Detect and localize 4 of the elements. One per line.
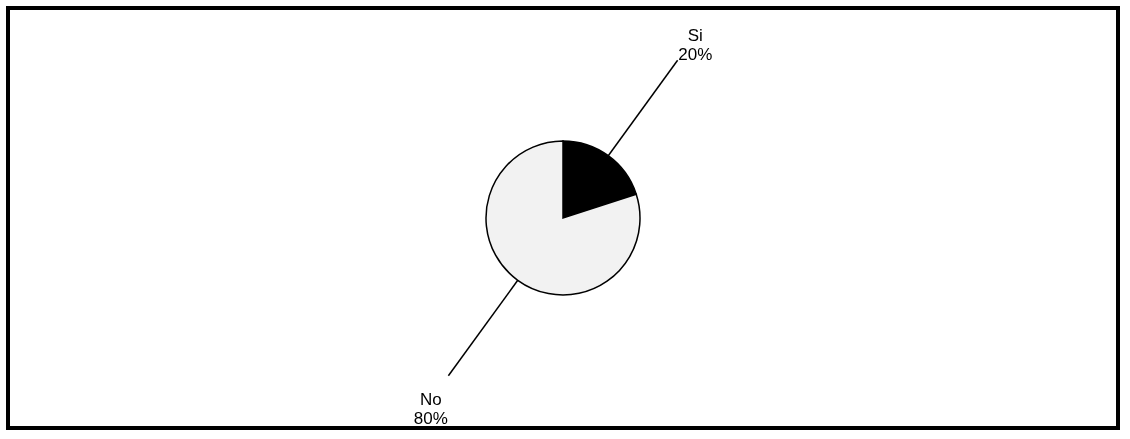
data-label: 80% <box>413 409 448 429</box>
slice-label: No <box>419 390 442 410</box>
data-label: 20% <box>678 44 713 64</box>
slice-label: Si <box>687 25 703 45</box>
